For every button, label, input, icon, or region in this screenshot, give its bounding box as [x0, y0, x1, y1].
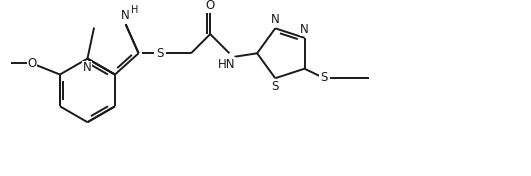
Text: H: H: [131, 5, 139, 15]
Text: HN: HN: [218, 58, 236, 71]
Text: S: S: [271, 80, 279, 93]
Text: N: N: [83, 61, 92, 74]
Text: N: N: [121, 9, 130, 22]
Text: O: O: [28, 57, 37, 70]
Text: O: O: [205, 0, 215, 12]
Text: N: N: [271, 13, 280, 26]
Text: S: S: [156, 47, 164, 60]
Text: N: N: [300, 23, 309, 36]
Text: S: S: [320, 71, 328, 84]
